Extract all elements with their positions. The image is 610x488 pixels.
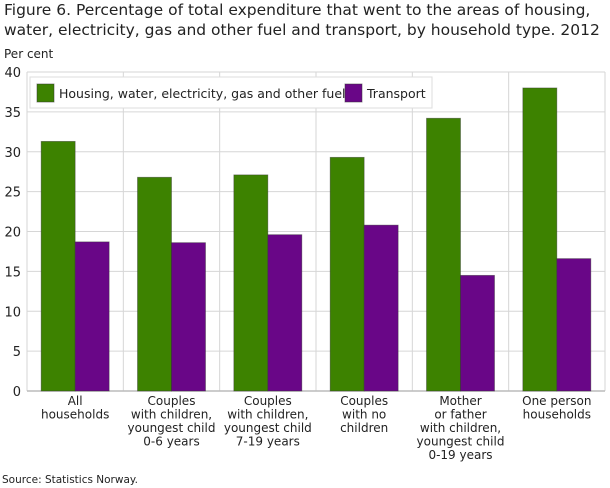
legend-swatch	[36, 83, 55, 103]
y-tick-label: 20	[4, 226, 21, 241]
legend-label: Transport	[366, 86, 426, 101]
x-tick-label: with children,	[227, 408, 308, 422]
x-tick-label: 0-19 years	[428, 448, 492, 462]
chart-title: Figure 6. Percentage of total expenditur…	[4, 1, 600, 39]
bar-transport	[556, 258, 592, 392]
bar-housing	[329, 156, 365, 392]
source-note: Source: Statistics Norway.	[2, 474, 138, 486]
y-tick-label: 0	[13, 385, 21, 400]
x-tick-label: youngest child	[128, 421, 216, 435]
x-tick-label: children	[340, 421, 388, 435]
legend-label: Housing, water, electricity, gas and oth…	[59, 86, 345, 101]
y-tick-label: 40	[4, 66, 21, 81]
y-tick-label: 30	[4, 146, 21, 161]
x-tick-label: 7-19 years	[236, 435, 300, 449]
bar-transport	[74, 241, 110, 392]
legend	[29, 76, 433, 109]
y-tick-label: 25	[4, 186, 21, 201]
x-tick-label: youngest child	[417, 435, 505, 449]
bar-housing	[522, 87, 558, 392]
bar-transport	[267, 234, 303, 392]
legend-swatch	[344, 83, 363, 103]
x-tick-label: Mother	[439, 394, 481, 408]
x-tick-label: with no	[342, 408, 386, 422]
x-tick-label: All	[68, 394, 83, 408]
bar-transport	[171, 242, 206, 392]
y-tick-label: 35	[4, 106, 21, 121]
y-tick-label: 10	[4, 305, 21, 320]
bar-transport	[363, 224, 399, 392]
x-tick-label: 0-6 years	[143, 435, 199, 449]
bar-housing	[233, 174, 269, 392]
y-tick-label: 15	[4, 265, 21, 280]
bar-housing	[137, 176, 172, 392]
y-axis-label: Per cent	[4, 47, 54, 61]
x-tick-label: Couples	[244, 394, 292, 408]
x-tick-label: or father	[434, 408, 486, 422]
x-tick-label: with children,	[420, 421, 501, 435]
bar-housing	[40, 140, 76, 392]
y-tick-label: 5	[13, 345, 21, 360]
x-tick-label: youngest child	[224, 421, 312, 435]
x-tick-label: One person	[522, 394, 591, 408]
x-tick-label: Couples	[148, 394, 196, 408]
x-tick-label: Couples	[340, 394, 388, 408]
x-tick-label: households	[41, 408, 109, 422]
bar-housing	[426, 117, 461, 392]
bar-transport	[460, 274, 495, 392]
x-tick-label: with children,	[131, 408, 212, 422]
x-tick-label: households	[523, 408, 591, 422]
